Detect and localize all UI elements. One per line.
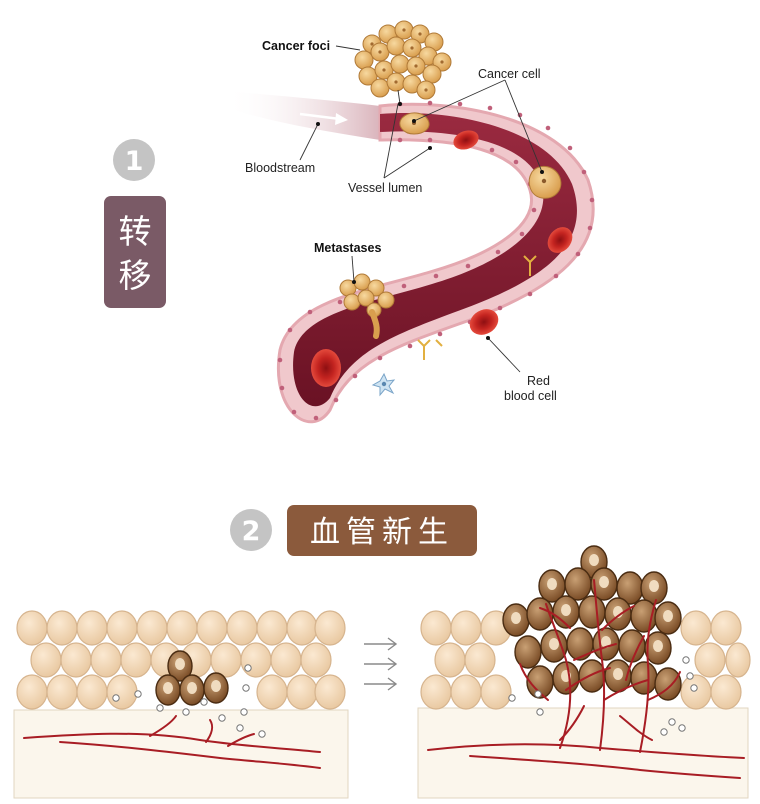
cancer-cell-nucleus (541, 178, 547, 184)
right-tissue-cells (420, 610, 751, 710)
section2-title: 血管新生 (310, 515, 454, 550)
transition-arrows (364, 637, 398, 691)
metastases-cluster (339, 273, 395, 318)
leader-dots (316, 102, 544, 340)
right-tissue-base (417, 707, 749, 799)
label-vessel-lumen: Vessel lumen (348, 181, 422, 195)
leader-lines (299, 45, 543, 373)
right-capillaries (427, 579, 745, 779)
section1-badge: 1 转 移 (104, 139, 166, 308)
label-metastases: Metastases (314, 241, 381, 255)
red-blood-cell (547, 227, 573, 253)
metastases-stalk (369, 309, 380, 339)
right-tumor-nuclei (511, 554, 673, 682)
left-growth-factor-dots (112, 664, 266, 738)
label-cancer-foci: Cancer foci (262, 39, 330, 53)
bloodstream-arrowhead (335, 113, 348, 125)
label-red-blood-cell-line1: Red (527, 374, 550, 388)
cancer-foci-cluster (354, 20, 452, 100)
right-tumor-cells (502, 545, 682, 701)
left-panel (13, 610, 349, 799)
red-blood-cell (453, 130, 479, 150)
section2-number: 2 (242, 516, 261, 547)
right-panel (417, 545, 751, 799)
label-bloodstream: Bloodstream (245, 161, 315, 175)
cancer-foci-nuclei (370, 28, 444, 92)
section1-title-char2: 移 (119, 256, 152, 295)
antibody-icon (417, 255, 537, 360)
section1-number-circle (113, 139, 155, 181)
immune-cell-icon (371, 372, 396, 397)
vessel-lumen (293, 112, 577, 407)
label-cancer-cell: Cancer cell (478, 67, 541, 81)
left-capillaries (23, 715, 321, 769)
bloodstream-arrow (299, 112, 341, 121)
red-blood-cell (469, 309, 499, 335)
left-tumor-nuclei (163, 658, 221, 694)
right-growth-factor-dots (508, 656, 698, 736)
section2-badge: 2 血管新生 (230, 505, 477, 556)
section1-title-box (104, 196, 166, 308)
endothelial-cells (277, 100, 595, 421)
label-red-blood-cell-line2: blood cell (504, 389, 557, 403)
section1-title-char1: 转 (119, 212, 152, 251)
section1-number: 1 (125, 146, 144, 177)
section2-title-box (287, 505, 477, 556)
red-blood-cell (311, 349, 341, 387)
section2-number-circle (230, 509, 272, 551)
